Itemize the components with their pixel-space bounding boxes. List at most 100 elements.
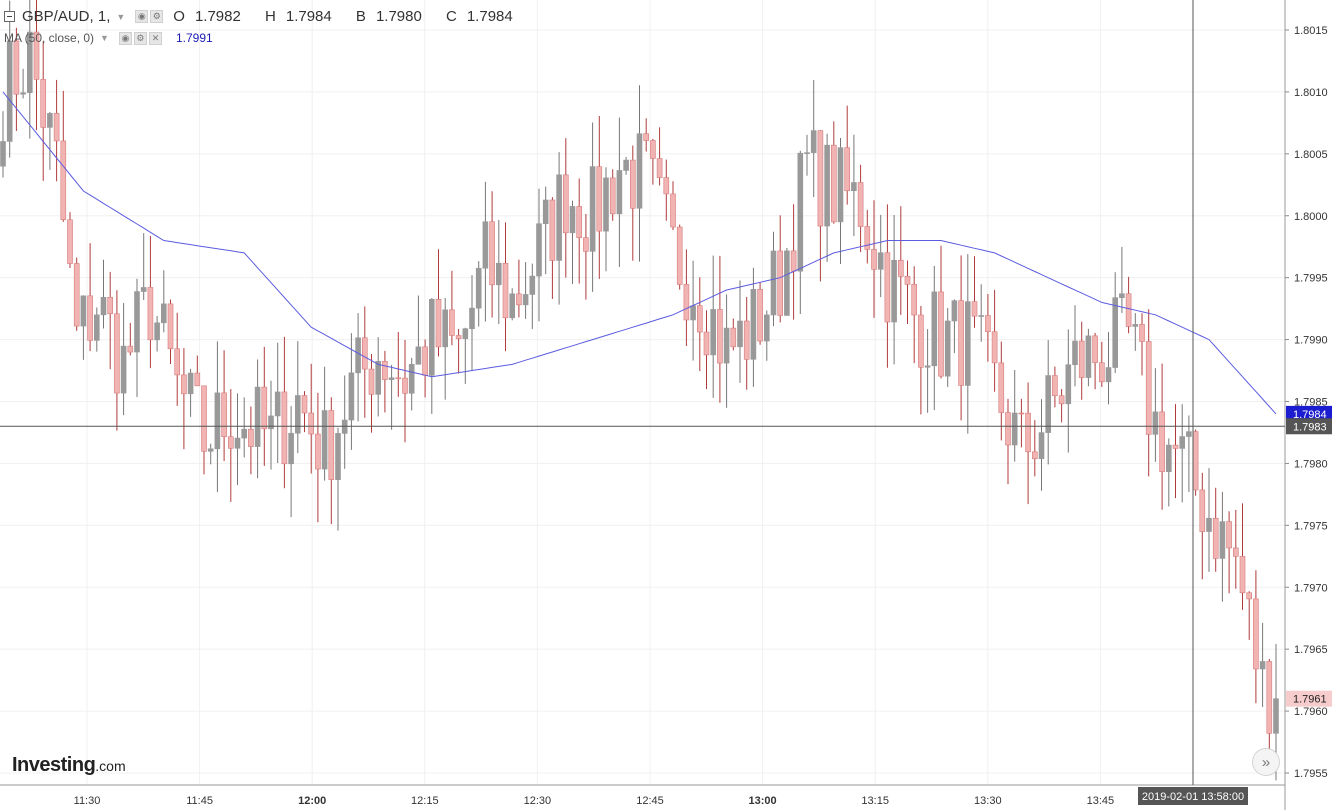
candle-body [784,250,790,316]
candle-body [274,391,281,417]
candle-body [944,320,951,377]
candle-body [1186,431,1192,437]
candle-body [1253,598,1259,670]
candle-body [1045,375,1051,433]
candle-body [415,346,422,365]
candle-body [67,219,73,264]
candle-body [442,309,449,348]
candle-body [743,320,750,360]
candle-body [268,415,274,430]
y-tick-label: 1.8010 [1294,87,1328,99]
x-tick-label: 11:45 [186,795,213,807]
candle-body [938,291,944,377]
candle-body [1099,362,1105,383]
candle-body [321,410,328,470]
settings-icon[interactable]: ⚙ [133,31,147,45]
candle-body [482,221,489,269]
candle-body [1239,556,1246,594]
candle-body [1072,340,1078,365]
scroll-to-realtime-button[interactable]: » [1252,748,1280,776]
candle-body [1085,335,1092,378]
candle-body [1125,293,1132,327]
candle-body [777,250,784,316]
candle-body [757,289,763,342]
candle-body [489,221,495,286]
candle-body [73,263,80,327]
candle-body [1159,411,1165,472]
candle-body [140,287,147,292]
candle-body [455,335,462,339]
candle-body [1018,412,1025,415]
candle-body [428,299,435,376]
candle-body [971,301,978,317]
candle-body [877,252,884,270]
candle-body [6,40,13,142]
candle-body [261,386,268,430]
candle-body [181,374,187,395]
candle-body [308,412,315,435]
candle-body [629,159,636,209]
x-tick-label: 11:30 [74,795,101,807]
candle-body [248,428,254,447]
candle-body [1052,375,1058,396]
candle-body [161,303,167,324]
candle-body [1172,444,1179,449]
candle-body [824,144,830,227]
candle-body [1092,335,1098,364]
candle-body [228,436,234,449]
investing-logo[interactable]: Investing.com [12,754,126,776]
candle-body [790,250,797,272]
candle-body [576,206,583,238]
candle-body [951,300,958,322]
candle-body [1119,293,1125,298]
candle-body [723,327,730,364]
x-tick-label: 12:30 [524,795,552,807]
ma-label[interactable]: MA (50, close, 0) [4,31,95,45]
candle-body [1212,517,1219,559]
close-icon[interactable]: ✕ [148,31,162,45]
candle-body [94,314,100,341]
candle-body [1166,444,1172,472]
candle-body [469,307,475,329]
candle-body [603,177,609,232]
y-tick-label: 1.8015 [1294,25,1328,37]
collapse-icon[interactable] [4,11,15,22]
settings-icon[interactable]: ⚙ [150,10,164,23]
visibility-icon[interactable]: ◉ [118,31,132,45]
candle-body [730,327,737,348]
chevron-down-icon[interactable]: ▼ [116,11,126,22]
candle-body [147,287,154,341]
candle-body [127,345,134,353]
candle-body [636,133,643,209]
candle-body [918,314,924,368]
symbol-label[interactable]: GBP/AUD, 1, [22,8,111,25]
candlestick-series [0,0,1279,781]
candle-body [207,448,214,452]
chevron-down-icon[interactable]: ▼ [100,33,109,43]
candle-body [703,331,710,356]
candle-body [281,391,288,465]
candle-body [643,133,650,141]
series-controls: ◉ ⚙ [135,10,164,23]
candle-body [1219,521,1226,559]
candle-body [214,392,221,450]
candle-body [864,226,871,250]
candle-body [475,267,482,309]
candle-body [609,177,616,215]
ma-value: 1.7991 [175,31,213,45]
candle-body [998,362,1005,413]
candle-body [368,368,375,395]
visibility-icon[interactable]: ◉ [135,10,149,23]
candle-body [991,331,998,364]
candle-body [830,144,837,223]
candle-body [154,322,160,341]
candle-body [1226,521,1232,549]
y-tick-label: 1.8005 [1294,149,1328,161]
candle-body [294,395,301,434]
candle-body [589,166,596,252]
candle-body [810,130,817,153]
candle-body [596,166,603,232]
candle-body [904,276,911,285]
symbol-row: GBP/AUD, 1, ▼ ◉ ⚙ O 1.7982 H 1.7984 B 1.798… [4,8,533,25]
